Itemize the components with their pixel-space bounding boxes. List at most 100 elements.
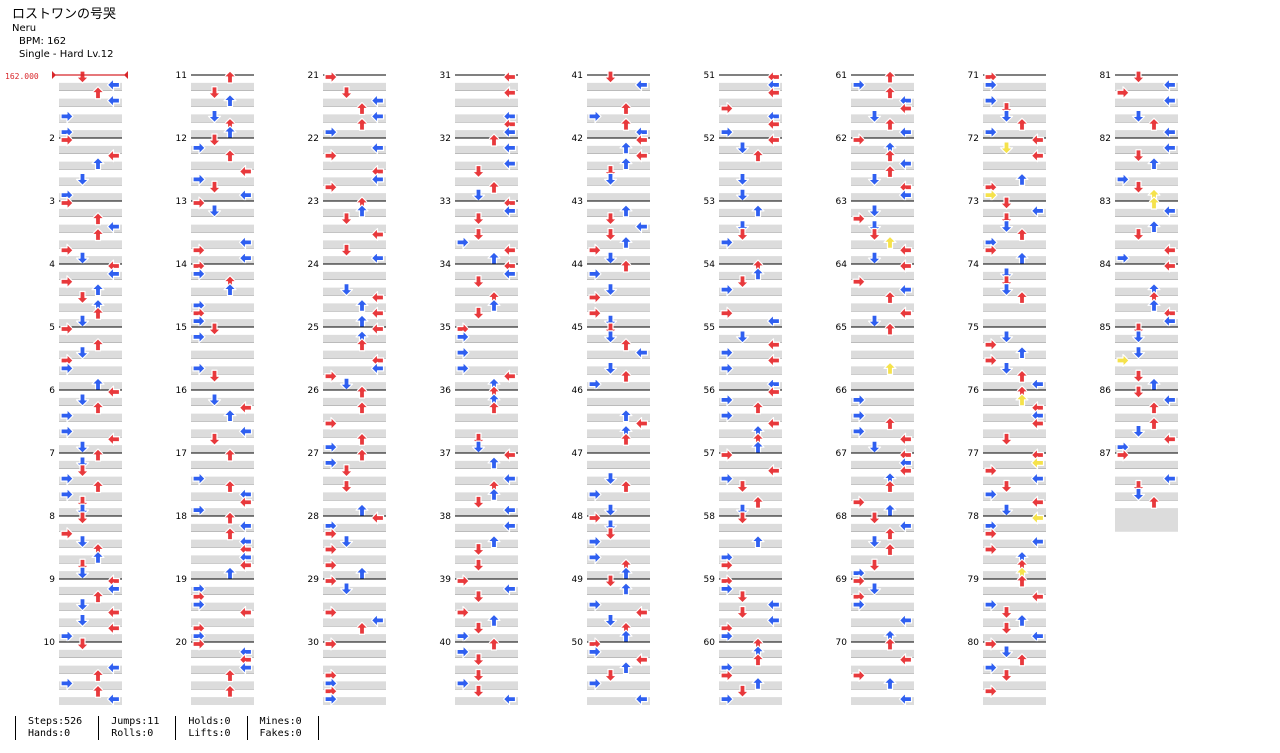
measure-number: 11	[176, 71, 187, 81]
measure-number: 32	[440, 134, 451, 144]
beat-stripe	[719, 681, 782, 690]
measure-68: 68	[836, 511, 914, 580]
measure-4: 4	[49, 259, 122, 328]
beat-stripe	[59, 208, 122, 217]
beat-stripe	[455, 287, 518, 296]
beat-stripe	[455, 161, 518, 170]
step-arrow	[603, 70, 618, 84]
beat-stripe	[1115, 114, 1178, 123]
measure-85: 85	[1100, 322, 1178, 391]
measure-number: 9	[49, 575, 55, 585]
beat-stripe	[719, 208, 782, 217]
beat-stripe	[719, 586, 782, 595]
beat-stripe	[851, 161, 914, 170]
measure-77: 77	[968, 448, 1046, 517]
measure-47: 47	[572, 449, 650, 517]
beat-stripe	[587, 366, 650, 375]
measure-number: 65	[836, 323, 847, 333]
beat-stripe	[719, 618, 782, 627]
beat-stripe	[851, 602, 914, 611]
beat-stripe	[983, 177, 1046, 186]
beat-stripe	[191, 366, 254, 375]
beat-stripe	[59, 681, 122, 690]
beat-stripe	[587, 271, 650, 280]
measure-42: 42	[572, 133, 650, 201]
beat-stripe	[587, 319, 650, 327]
measure-19: 19	[176, 575, 254, 643]
beat-stripe	[719, 397, 782, 406]
lifts-count: Lifts:0	[188, 728, 231, 739]
beat-stripe	[587, 539, 650, 548]
measure-83: 83	[1100, 196, 1178, 265]
beat-stripe	[587, 397, 650, 406]
beat-stripe	[455, 145, 518, 154]
beat-stripe	[1115, 161, 1178, 170]
beat-stripe	[323, 240, 386, 249]
measure-number: 13	[176, 197, 187, 207]
beat-stripe	[191, 82, 254, 91]
beat-stripe	[851, 177, 914, 186]
beat-stripe	[191, 586, 254, 595]
measure-number: 69	[836, 575, 848, 585]
beat-stripe	[719, 114, 782, 123]
beat-stripe	[323, 665, 386, 674]
beat-stripe	[59, 586, 122, 595]
measure-48: 48	[572, 511, 650, 580]
measure-number: 23	[308, 197, 319, 207]
measure-79: 79	[968, 574, 1046, 643]
beat-stripe	[455, 539, 518, 548]
beat-stripe	[455, 319, 518, 327]
step-arrow	[75, 70, 90, 84]
beat-stripe	[587, 287, 650, 296]
measure-9: 9	[49, 574, 122, 643]
beat-stripe	[719, 177, 782, 186]
beat-stripe	[851, 240, 914, 249]
beat-stripe	[587, 634, 650, 642]
beat-stripe	[719, 523, 782, 532]
beat-stripe	[983, 366, 1046, 375]
measure-number: 73	[968, 197, 979, 207]
measure-number: 77	[968, 449, 979, 459]
step-arrow	[324, 70, 338, 84]
beat-stripe	[59, 508, 122, 516]
beat-stripe	[1115, 382, 1178, 390]
beat-stripe	[851, 397, 914, 406]
measure-number: 2	[49, 134, 55, 144]
beat-stripe	[719, 271, 782, 280]
beat-stripe	[851, 508, 914, 516]
measure-16: 16	[176, 386, 254, 453]
measure-80: 80	[968, 637, 1046, 705]
beat-stripe	[323, 697, 386, 705]
beat-stripe	[587, 476, 650, 485]
beat-stripe	[851, 697, 914, 705]
beat-stripe	[851, 445, 914, 453]
beat-stripe	[587, 130, 650, 138]
beat-stripe	[455, 523, 518, 532]
beat-stripe	[59, 523, 122, 532]
beat-stripe	[323, 586, 386, 595]
beat-stripe	[191, 508, 254, 516]
beat-stripe	[983, 571, 1046, 579]
measure-number: 48	[572, 512, 584, 522]
measure-number: 59	[704, 575, 716, 585]
beat-stripe	[719, 334, 782, 343]
beat-stripe	[455, 82, 518, 91]
beat-stripe	[587, 508, 650, 516]
beat-stripe	[1115, 177, 1178, 186]
measure-number: 51	[704, 71, 715, 81]
beat-stripe	[323, 114, 386, 123]
beat-stripe	[983, 319, 1046, 327]
beat-stripe	[323, 82, 386, 91]
beat-stripe	[587, 193, 650, 201]
beat-stripe	[323, 508, 386, 516]
beat-stripe	[455, 445, 518, 453]
beat-stripe	[719, 460, 782, 469]
measure-15: 15	[176, 322, 254, 390]
beat-stripe	[587, 586, 650, 595]
measure-25: 25	[308, 322, 386, 391]
measure-number: 74	[968, 260, 980, 270]
beat-stripe	[1115, 98, 1178, 107]
measure-number: 68	[836, 512, 848, 522]
measure-number: 85	[1100, 323, 1111, 333]
beat-stripe	[587, 618, 650, 627]
